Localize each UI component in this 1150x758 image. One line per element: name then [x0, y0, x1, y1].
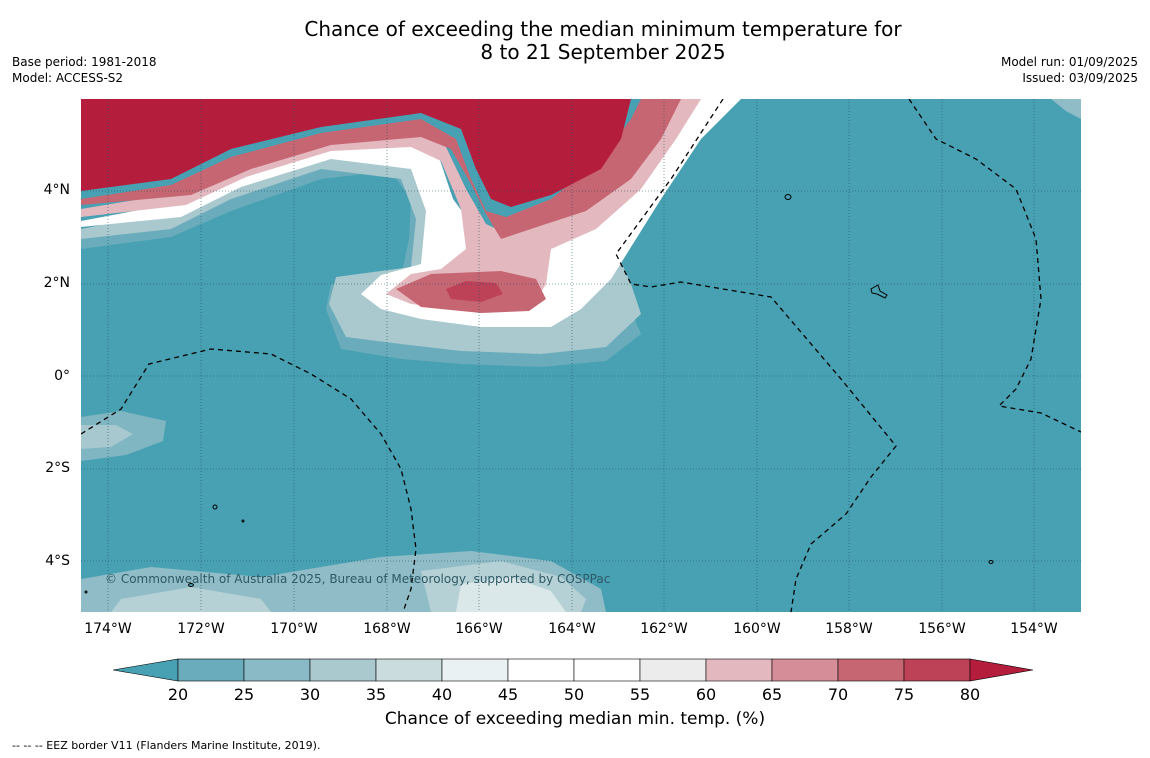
- lat-tick-2n: 2°N: [43, 275, 70, 291]
- title-line-2: 8 to 21 September 2025: [480, 40, 726, 64]
- colorbar-segment: [177, 658, 245, 682]
- colorbar-segment: [639, 658, 707, 682]
- colorbar-tick-30: 30: [299, 685, 321, 704]
- lon-tick-160w: 160°W: [733, 621, 781, 637]
- lon-tick-170w: 170°W: [270, 621, 318, 637]
- colorbar-segment: [573, 658, 641, 682]
- lon-tick-168w: 168°W: [363, 621, 411, 637]
- lon-tick-154w: 154°W: [1010, 621, 1058, 637]
- south-light-patch-3: [456, 577, 566, 612]
- lon-tick-172w: 172°W: [177, 621, 225, 637]
- meta-right: Model run: 01/09/2025 Issued: 03/09/2025: [1001, 54, 1138, 86]
- north-warm-core: [81, 99, 631, 207]
- lon-tick-158w: 158°W: [825, 621, 873, 637]
- colorbar-label: Chance of exceeding median min. temp. (%…: [384, 709, 766, 729]
- colorbar-tick-75: 75: [893, 685, 915, 704]
- colorbar-tick-20: 20: [167, 685, 189, 704]
- lon-tick-164w: 164°W: [548, 621, 596, 637]
- islands: [84, 194, 994, 594]
- colorbar-extend-low: [113, 658, 179, 682]
- east-light-patch: [1051, 99, 1081, 119]
- center-warm-core-inner: [446, 281, 503, 302]
- model-text: Model: ACCESS-S2: [12, 71, 124, 85]
- lat-tick-0: 0°: [54, 368, 70, 384]
- colorbar-segment: [771, 658, 839, 682]
- colorbar-tick-40: 40: [431, 685, 453, 704]
- lon-tick-174w: 174°W: [84, 621, 132, 637]
- colorbar-tick-60: 60: [695, 685, 717, 704]
- map-title: Chance of exceeding the median minimum t…: [0, 18, 1150, 64]
- north-band-layer-3: [81, 99, 741, 327]
- meta-left: Base period: 1981-2018 Model: ACCESS-S2: [12, 54, 157, 86]
- lat-tick-4s: 4°S: [45, 553, 70, 569]
- colorbar-tick-70: 70: [827, 685, 849, 704]
- lat-tick-4n: 4°N: [43, 182, 70, 198]
- lon-tick-166w: 166°W: [455, 621, 503, 637]
- colorbar-tick-35: 35: [365, 685, 387, 704]
- colorbar-segment: [705, 658, 773, 682]
- colorbar-segment: [309, 658, 377, 682]
- colorbar-tick-65: 65: [761, 685, 783, 704]
- north-band-layer-5: [81, 99, 681, 239]
- eez-footnote: -- -- -- EEZ border V11 (Flanders Marine…: [12, 739, 321, 752]
- colorbar-extend-high: [969, 658, 1034, 682]
- colorbar: [113, 658, 1034, 682]
- map-panel: © Commonwealth of Australia 2025, Bureau…: [81, 99, 1081, 612]
- issued-text: Issued: 03/09/2025: [1022, 71, 1138, 85]
- colorbar-segment: [837, 658, 905, 682]
- west-light-patch-inner: [81, 425, 133, 449]
- colorbar-tick-25: 25: [233, 685, 255, 704]
- colorbar-tick-45: 45: [497, 685, 519, 704]
- colorbar-segment: [903, 658, 971, 682]
- base-period-text: Base period: 1981-2018: [12, 55, 157, 69]
- eez-borders: [81, 99, 1081, 612]
- colorbar-segment: [375, 658, 443, 682]
- lon-tick-156w: 156°W: [918, 621, 966, 637]
- model-run-text: Model run: 01/09/2025: [1000, 55, 1138, 69]
- colorbar-segment: [243, 658, 311, 682]
- colorbar-segment: [507, 658, 575, 682]
- title-line-1: Chance of exceeding the median minimum t…: [304, 17, 902, 41]
- colorbar-tick-80: 80: [959, 685, 981, 704]
- colorbar-segment: [441, 658, 509, 682]
- colorbar-tick-55: 55: [629, 685, 651, 704]
- colorbar-tick-50: 50: [563, 685, 585, 704]
- north-band-layer-4: [81, 99, 701, 312]
- lon-tick-162w: 162°W: [640, 621, 688, 637]
- lat-tick-2s: 2°S: [45, 460, 70, 476]
- copyright-text: © Commonwealth of Australia 2025, Bureau…: [105, 572, 610, 586]
